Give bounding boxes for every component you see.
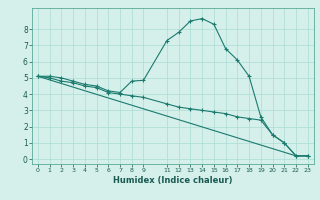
X-axis label: Humidex (Indice chaleur): Humidex (Indice chaleur) — [113, 176, 233, 185]
